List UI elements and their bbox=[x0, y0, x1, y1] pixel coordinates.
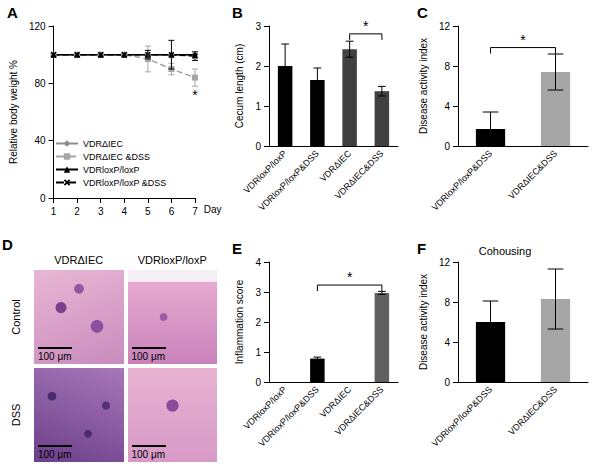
svg-text:4: 4 bbox=[444, 337, 450, 348]
svg-text:C: C bbox=[417, 4, 428, 21]
html-text:100 μm: 100 μm bbox=[131, 351, 166, 362]
svg-text:VDRΔIEC &DSS: VDRΔIEC &DSS bbox=[83, 152, 150, 162]
svg-text:4: 4 bbox=[444, 101, 450, 112]
svg-text:7: 7 bbox=[192, 206, 198, 217]
svg-text:Disease activity index: Disease activity index bbox=[418, 274, 429, 370]
svg-text:0: 0 bbox=[255, 141, 261, 152]
svg-text:VDRΔIEC&DSS: VDRΔIEC&DSS bbox=[333, 384, 386, 437]
svg-text:5: 5 bbox=[145, 206, 151, 217]
html-text:100 μm: 100 μm bbox=[131, 449, 166, 460]
svg-text:VDRloxP/loxP&DSS: VDRloxP/loxP&DSS bbox=[430, 148, 494, 212]
svg-text:3: 3 bbox=[255, 21, 261, 32]
svg-text:*: * bbox=[363, 18, 369, 34]
svg-text:VDRΔIEC&DSS: VDRΔIEC&DSS bbox=[333, 148, 386, 201]
svg-text:Day: Day bbox=[204, 204, 222, 215]
svg-text:2: 2 bbox=[255, 61, 261, 72]
svg-text:0: 0 bbox=[444, 141, 450, 152]
html-text:VDRloxP/loxP: VDRloxP/loxP bbox=[137, 254, 207, 266]
svg-text:VDRloxP/loxP&DSS: VDRloxP/loxP&DSS bbox=[257, 384, 321, 448]
svg-text:0: 0 bbox=[444, 377, 450, 388]
html-text:100 μm: 100 μm bbox=[38, 449, 72, 460]
svg-text:120: 120 bbox=[29, 21, 46, 32]
svg-text:*: * bbox=[192, 87, 198, 103]
svg-text:Relative body weight %: Relative body weight % bbox=[8, 60, 19, 164]
svg-text:Cohousing: Cohousing bbox=[479, 245, 532, 257]
svg-text:80: 80 bbox=[34, 78, 46, 89]
svg-text:6: 6 bbox=[169, 206, 175, 217]
svg-text:12: 12 bbox=[439, 21, 451, 32]
html-text:VDRΔIEC: VDRΔIEC bbox=[54, 254, 104, 266]
svg-text:3: 3 bbox=[98, 206, 104, 217]
svg-text:VDRΔIEC&DSS: VDRΔIEC&DSS bbox=[506, 148, 559, 201]
svg-text:1: 1 bbox=[255, 101, 261, 112]
svg-text:*: * bbox=[347, 269, 353, 285]
svg-text:1: 1 bbox=[255, 347, 261, 358]
svg-text:F: F bbox=[417, 240, 426, 257]
svg-text:A: A bbox=[7, 4, 18, 21]
svg-text:1: 1 bbox=[51, 206, 57, 217]
html-text:100 μm: 100 μm bbox=[38, 351, 72, 362]
svg-text:Disease activity index: Disease activity index bbox=[418, 38, 429, 134]
html-text:D: D bbox=[2, 236, 13, 253]
html-text:Control: Control bbox=[10, 299, 22, 335]
svg-text:2: 2 bbox=[74, 206, 80, 217]
svg-text:0: 0 bbox=[40, 193, 46, 204]
svg-text:VDRΔIEC&DSS: VDRΔIEC&DSS bbox=[506, 384, 559, 437]
svg-text:Cecum length (cm): Cecum length (cm) bbox=[234, 44, 245, 128]
svg-text:8: 8 bbox=[444, 297, 450, 308]
svg-text:12: 12 bbox=[439, 257, 451, 268]
svg-text:E: E bbox=[232, 240, 242, 257]
svg-text:*: * bbox=[520, 32, 526, 48]
html-text:DSS: DSS bbox=[10, 403, 22, 427]
svg-text:Inflammation score: Inflammation score bbox=[234, 279, 245, 364]
svg-text:VDRloxP/loxP&DSS: VDRloxP/loxP&DSS bbox=[257, 148, 321, 212]
svg-text:2: 2 bbox=[255, 317, 261, 328]
svg-text:VDRloxP/loxP&DSS: VDRloxP/loxP&DSS bbox=[430, 384, 494, 448]
svg-text:4: 4 bbox=[255, 257, 261, 268]
svg-text:8: 8 bbox=[444, 61, 450, 72]
svg-text:0: 0 bbox=[255, 377, 261, 388]
svg-text:VDRloxP/loxP &DSS: VDRloxP/loxP &DSS bbox=[83, 178, 166, 188]
svg-text:VDRΔIEC: VDRΔIEC bbox=[83, 139, 124, 149]
svg-text:B: B bbox=[232, 4, 243, 21]
svg-text:VDRloxP/loxP: VDRloxP/loxP bbox=[83, 165, 140, 175]
svg-text:4: 4 bbox=[122, 206, 128, 217]
svg-text:3: 3 bbox=[255, 287, 261, 298]
svg-text:40: 40 bbox=[34, 135, 46, 146]
